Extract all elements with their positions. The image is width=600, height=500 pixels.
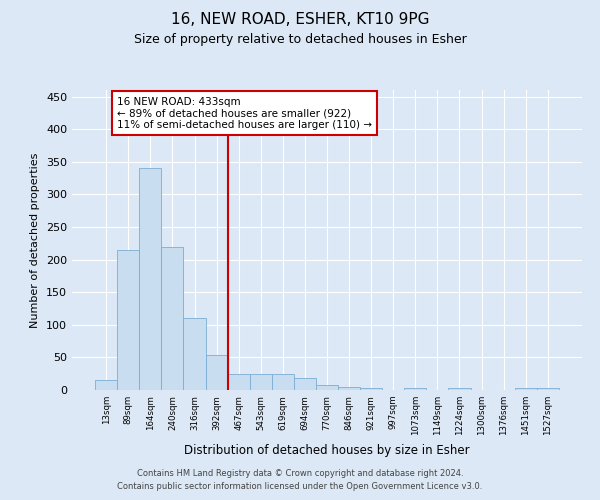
Bar	[184, 318, 206, 390]
Bar	[139, 168, 161, 390]
Text: 16, NEW ROAD, ESHER, KT10 9PG: 16, NEW ROAD, ESHER, KT10 9PG	[171, 12, 429, 28]
Bar	[515, 388, 537, 390]
Y-axis label: Number of detached properties: Number of detached properties	[31, 152, 40, 328]
Bar	[360, 388, 382, 390]
Bar	[250, 374, 272, 390]
Bar	[294, 378, 316, 390]
Text: Contains HM Land Registry data © Crown copyright and database right 2024.: Contains HM Land Registry data © Crown c…	[137, 468, 463, 477]
Bar	[272, 374, 294, 390]
Bar	[537, 388, 559, 390]
X-axis label: Distribution of detached houses by size in Esher: Distribution of detached houses by size …	[184, 444, 470, 456]
Bar	[227, 374, 250, 390]
Bar	[117, 250, 139, 390]
Text: 16 NEW ROAD: 433sqm
← 89% of detached houses are smaller (922)
11% of semi-detac: 16 NEW ROAD: 433sqm ← 89% of detached ho…	[117, 96, 372, 130]
Bar	[448, 388, 470, 390]
Bar	[404, 388, 427, 390]
Bar	[95, 380, 117, 390]
Bar	[338, 386, 360, 390]
Bar	[206, 356, 227, 390]
Text: Size of property relative to detached houses in Esher: Size of property relative to detached ho…	[134, 32, 466, 46]
Text: Contains public sector information licensed under the Open Government Licence v3: Contains public sector information licen…	[118, 482, 482, 491]
Bar	[316, 385, 338, 390]
Bar	[161, 246, 184, 390]
